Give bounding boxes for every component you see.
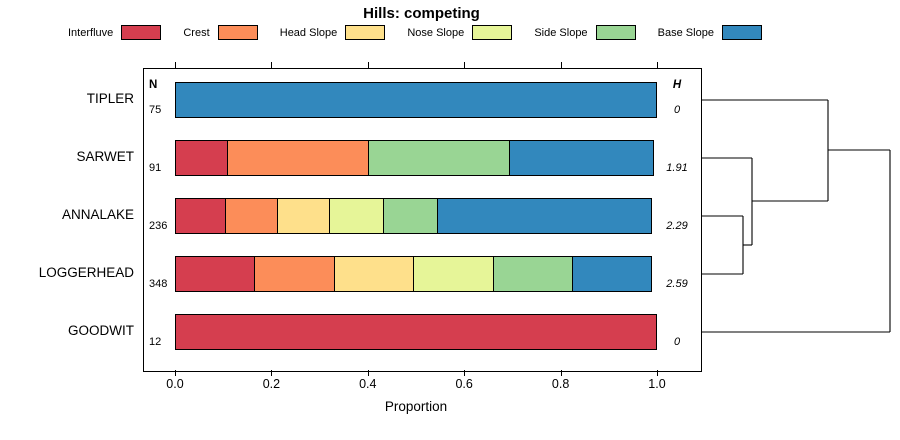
- bar-segment-interfluve: [175, 314, 657, 350]
- bar-segment-crest: [224, 198, 278, 234]
- n-value: 12: [149, 336, 162, 348]
- n-value: 91: [149, 162, 162, 174]
- interfluve-swatch: [121, 25, 162, 40]
- x-tick-top: [464, 62, 466, 68]
- bar-segment-nose-slope: [412, 256, 494, 292]
- x-tick-label: 0.2: [262, 377, 281, 391]
- legend-item: Base Slope: [658, 25, 762, 40]
- bar-segment-head-slope: [334, 256, 414, 292]
- x-tick-label: 0.0: [166, 377, 184, 391]
- x-tick-bottom: [271, 370, 273, 376]
- legend-item: Head Slope: [280, 25, 386, 40]
- legend-label: Nose Slope: [407, 26, 465, 39]
- legend-label: Side Slope: [534, 26, 588, 39]
- x-axis-label: Proportion: [384, 399, 448, 414]
- legend-item: Interfluve: [68, 25, 162, 40]
- bar-row-goodwit: [175, 314, 657, 350]
- bar-segment-base-slope: [571, 256, 652, 292]
- bar-segment-crest: [254, 256, 336, 292]
- x-tick-bottom: [560, 370, 562, 376]
- x-tick-top: [367, 62, 369, 68]
- x-tick-top: [560, 62, 562, 68]
- bar-row-loggerhead: [175, 256, 657, 292]
- bar-row-annalake: [175, 198, 657, 234]
- x-tick-label: 1.0: [648, 377, 666, 391]
- bar-segment-interfluve: [175, 256, 255, 292]
- h-value: 0: [673, 104, 681, 116]
- base-slope-swatch: [721, 25, 762, 40]
- legend-label: Crest: [183, 26, 210, 39]
- n-column-header: N: [149, 79, 158, 91]
- x-tick-bottom: [657, 370, 658, 376]
- bar-segment-base-slope: [437, 198, 652, 234]
- x-tick-label: 0.4: [359, 377, 377, 391]
- x-tick-top: [271, 62, 273, 68]
- h-value: 1.91: [666, 162, 688, 174]
- n-value: 348: [149, 278, 168, 290]
- site-label-tipler: TIPLER: [86, 91, 134, 106]
- side-slope-swatch: [595, 25, 636, 40]
- bar-segment-crest: [227, 140, 370, 176]
- h-value: 2.59: [666, 278, 688, 290]
- legend-item: Crest: [183, 25, 258, 40]
- bar-segment-side-slope: [368, 140, 511, 176]
- legend-label: Base Slope: [657, 26, 714, 39]
- bar-segment-nose-slope: [328, 198, 385, 234]
- legend-label: Interfluve: [68, 26, 114, 39]
- bar-row-sarwet: [175, 140, 657, 176]
- n-value: 236: [149, 220, 168, 232]
- legend-label: Head Slope: [279, 26, 338, 39]
- h-column-header: H: [672, 79, 682, 91]
- nose-slope-swatch: [472, 25, 513, 40]
- h-value: 2.29: [666, 220, 688, 232]
- bar-segment-side-slope: [492, 256, 573, 292]
- x-tick-label: 0.8: [551, 377, 570, 391]
- n-value: 75: [149, 104, 162, 116]
- chart-title: Hills: competing: [363, 5, 480, 22]
- x-tick-top: [175, 62, 176, 68]
- h-value: 0: [673, 336, 681, 348]
- plot-frame: [143, 68, 702, 372]
- legend-item: Nose Slope: [407, 25, 513, 40]
- x-tick-bottom: [175, 370, 176, 376]
- bar-segment-base-slope: [175, 82, 657, 118]
- bar-segment-side-slope: [383, 198, 439, 234]
- legend-item: Side Slope: [534, 25, 636, 40]
- site-label-annalake: ANNALAKE: [61, 207, 134, 222]
- x-tick-bottom: [367, 370, 369, 376]
- site-label-goodwit: GOODWIT: [68, 323, 134, 338]
- site-label-sarwet: SARWET: [76, 149, 134, 164]
- x-tick-label: 0.6: [455, 377, 473, 391]
- head-slope-swatch: [345, 25, 386, 40]
- x-tick-bottom: [464, 370, 466, 376]
- site-label-loggerhead: LOGGERHEAD: [38, 265, 134, 280]
- x-tick-top: [657, 62, 658, 68]
- crest-swatch: [217, 25, 258, 40]
- bar-segment-interfluve: [175, 198, 226, 234]
- legend: Interfluve Crest Head Slope Nose Slope Side …: [68, 25, 762, 40]
- bar-segment-interfluve: [175, 140, 229, 176]
- bar-row-tipler: [175, 82, 657, 118]
- bar-segment-base-slope: [509, 140, 654, 176]
- bar-segment-head-slope: [276, 198, 330, 234]
